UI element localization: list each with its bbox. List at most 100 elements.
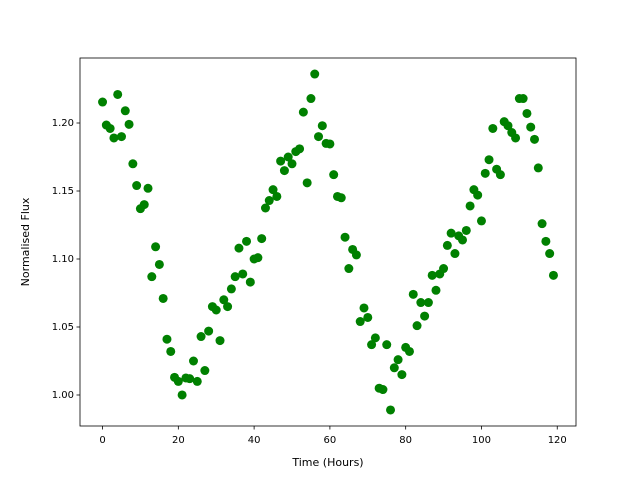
point — [287, 159, 297, 169]
point — [211, 305, 221, 315]
point — [397, 370, 407, 380]
point — [242, 236, 252, 246]
point — [260, 203, 270, 213]
x-tick-label: 0 — [99, 435, 105, 446]
x-tick-label: 80 — [399, 435, 412, 446]
point — [530, 134, 540, 144]
point — [446, 228, 456, 238]
point — [310, 69, 320, 79]
point — [461, 225, 471, 235]
point — [177, 390, 187, 400]
point — [458, 235, 468, 245]
point — [204, 326, 214, 336]
x-tick-label: 20 — [172, 435, 185, 446]
point — [173, 376, 183, 386]
axes-frame — [79, 57, 577, 427]
point — [503, 121, 513, 131]
point — [120, 106, 130, 116]
point — [476, 216, 486, 226]
point — [431, 285, 441, 295]
point — [154, 259, 164, 269]
point — [283, 152, 293, 162]
point — [139, 200, 149, 210]
point — [238, 269, 248, 279]
point — [200, 366, 210, 376]
point — [370, 333, 380, 343]
point — [279, 166, 289, 176]
y-axis-label: Normalised Flux — [19, 197, 32, 286]
point — [188, 356, 198, 366]
point — [545, 249, 555, 259]
point — [116, 132, 126, 142]
y-tick-label: 1.00 — [52, 390, 74, 401]
point — [404, 346, 414, 356]
point — [98, 97, 108, 107]
point — [336, 193, 346, 203]
point — [147, 272, 157, 282]
x-axis-label: Time (Hours) — [291, 456, 363, 469]
point — [355, 317, 365, 327]
point — [230, 272, 240, 282]
point — [162, 334, 172, 344]
point — [264, 196, 274, 206]
point — [537, 219, 547, 229]
y-tick-label: 1.20 — [52, 118, 74, 129]
point — [389, 363, 399, 373]
point — [351, 250, 361, 260]
y-tick-label: 1.10 — [52, 254, 74, 265]
point — [215, 336, 225, 346]
point — [302, 178, 312, 188]
point — [473, 190, 483, 200]
point — [386, 405, 396, 415]
point — [442, 240, 452, 250]
point — [226, 284, 236, 294]
point — [132, 181, 142, 191]
point — [393, 355, 403, 365]
point — [382, 340, 392, 350]
x-tick-label: 60 — [324, 435, 337, 446]
point — [196, 332, 206, 342]
point — [143, 183, 153, 193]
point — [480, 168, 490, 178]
y-tick-label: 1.15 — [52, 186, 74, 197]
point — [219, 295, 229, 305]
x-tick-label: 100 — [472, 435, 491, 446]
point — [234, 243, 244, 253]
point — [427, 270, 437, 280]
point — [416, 298, 426, 308]
point — [340, 232, 350, 242]
plot-area — [98, 69, 558, 415]
point — [166, 346, 176, 356]
point — [128, 159, 138, 169]
point — [325, 139, 335, 149]
point — [329, 170, 339, 180]
point — [548, 270, 558, 280]
point — [124, 119, 134, 129]
point — [109, 133, 119, 143]
point — [295, 144, 305, 154]
point — [344, 264, 354, 274]
point — [268, 185, 278, 195]
point — [408, 289, 418, 299]
point — [272, 191, 282, 201]
x-tick-label: 120 — [548, 435, 567, 446]
point — [245, 277, 255, 287]
point — [367, 340, 377, 350]
point — [359, 303, 369, 313]
point — [465, 201, 475, 211]
point — [298, 107, 308, 117]
point — [484, 155, 494, 165]
point — [276, 156, 286, 166]
point — [363, 312, 373, 322]
point — [158, 293, 168, 303]
point — [423, 298, 433, 308]
point — [223, 302, 233, 312]
point — [420, 311, 430, 321]
point — [522, 108, 532, 118]
point — [518, 94, 528, 104]
x-tick-label: 40 — [248, 435, 261, 446]
point — [533, 163, 543, 173]
point — [113, 89, 123, 99]
